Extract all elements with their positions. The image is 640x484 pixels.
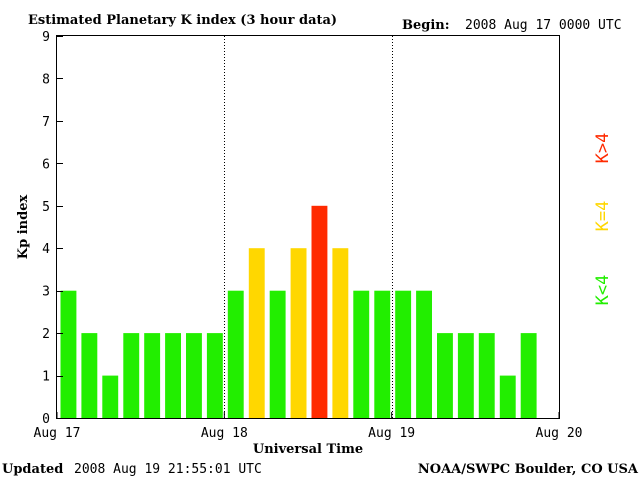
updated-value: 2008 Aug 19 21:55:01 UTC <box>74 462 262 477</box>
plot-frame <box>56 35 560 419</box>
legend-k-equal-4: K=4 <box>593 201 613 232</box>
x-tick-label: Aug 17 <box>34 426 81 441</box>
kp-bar <box>144 333 161 418</box>
y-axis-ticks: 0 1 2 3 4 5 6 7 8 9 <box>42 30 63 427</box>
kp-bar <box>499 375 516 418</box>
y-tick-label: 3 <box>42 285 50 300</box>
x-axis-label: Universal Time <box>253 442 363 457</box>
y-tick-label: 4 <box>42 242 50 257</box>
chart-title: Estimated Planetary K index (3 hour data… <box>28 13 337 28</box>
kp-bar <box>206 333 223 418</box>
kp-bar <box>290 248 307 418</box>
kp-bar <box>81 333 98 418</box>
kp-bar <box>227 290 244 418</box>
y-tick-label: 6 <box>42 157 50 172</box>
kp-bar <box>165 333 181 418</box>
y-tick-label: 7 <box>42 115 50 130</box>
kp-bar <box>520 333 537 418</box>
y-tick-label: 8 <box>42 72 50 87</box>
kp-bar <box>123 333 140 418</box>
y-tick-label: 1 <box>42 370 50 385</box>
kp-bar <box>416 290 432 418</box>
day-dividers <box>224 36 393 418</box>
y-tick-label: 9 <box>42 30 50 45</box>
y-tick-label: 5 <box>42 200 50 215</box>
kp-bar <box>269 290 286 418</box>
x-tick-label: Aug 20 <box>536 426 583 441</box>
kp-bar <box>353 290 370 418</box>
x-tick-label: Aug 19 <box>368 426 415 441</box>
legend-k-below-4: K<4 <box>593 275 613 306</box>
x-tick-label: Aug 18 <box>201 426 248 441</box>
source-credit: NOAA/SWPC Boulder, CO USA <box>418 462 639 477</box>
kp-bar <box>186 333 202 418</box>
kp-bar <box>102 375 119 418</box>
kp-bar <box>60 290 77 418</box>
bars <box>60 205 537 418</box>
kp-bar <box>457 333 474 418</box>
y-tick-label: 0 <box>42 412 50 427</box>
kp-bar <box>478 333 495 418</box>
begin-label: Begin: <box>402 18 450 33</box>
kp-bar <box>374 290 391 418</box>
kp-bar <box>395 290 412 418</box>
kp-bar <box>248 248 265 418</box>
x-axis-ticks: Aug 17 Aug 18 Aug 19 Aug 20 <box>34 412 583 441</box>
updated-label: Updated <box>2 462 63 477</box>
y-tick-label: 2 <box>42 327 50 342</box>
kp-bar <box>311 205 328 418</box>
kp-bar <box>332 248 349 418</box>
y-axis-label: Kp index <box>16 195 31 260</box>
begin-value: 2008 Aug 17 0000 UTC <box>465 18 622 33</box>
legend-k-above-4: K>4 <box>593 133 613 164</box>
kp-bar <box>437 333 453 418</box>
